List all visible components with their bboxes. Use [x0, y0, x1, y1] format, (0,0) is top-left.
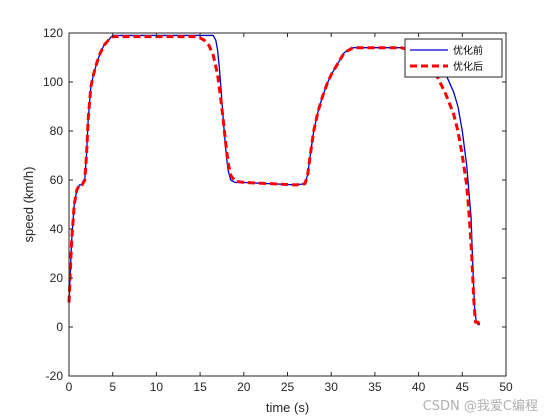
x-tick-label: 45	[456, 380, 470, 394]
y-tick-label: -20	[46, 369, 64, 383]
x-tick-label: 5	[109, 380, 116, 394]
watermark: CSDN @我爱C编程	[422, 399, 538, 414]
y-tick-label: 40	[50, 222, 64, 236]
y-axis-label: speed (km/h)	[21, 167, 36, 243]
x-tick-label: 40	[412, 380, 426, 394]
x-tick-label: 0	[66, 380, 73, 394]
plot-background	[69, 33, 506, 376]
x-tick-label: 25	[281, 380, 295, 394]
y-tick-label: 0	[56, 320, 63, 334]
y-tick-label: 60	[50, 173, 64, 187]
x-tick-label: 50	[499, 380, 513, 394]
plot-area	[69, 33, 506, 376]
x-tick-label: 15	[193, 380, 207, 394]
legend-box	[404, 38, 503, 78]
y-tick-label: 80	[50, 124, 64, 138]
series-line-2	[67, 35, 482, 328]
y-tick-label: 120	[43, 26, 63, 40]
legend-label-1: 优化前	[453, 44, 483, 57]
x-tick-label: 35	[368, 380, 382, 394]
y-tick-label: 100	[43, 75, 63, 89]
x-tick-label: 20	[237, 380, 251, 394]
y-tick-label: 20	[50, 271, 64, 285]
x-tick-label: 10	[150, 380, 164, 394]
x-axis-label: time (s)	[266, 400, 309, 415]
x-tick-label: 30	[325, 380, 339, 394]
legend-label-2: 优化后	[453, 60, 483, 73]
